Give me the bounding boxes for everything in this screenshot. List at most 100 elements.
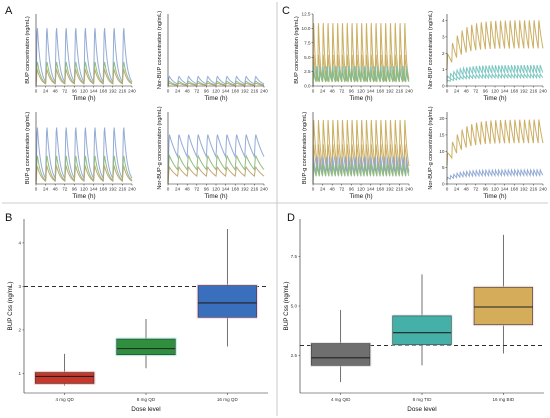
x-axis-title: Time (h) (204, 193, 227, 200)
y-tick-label: 20 (439, 116, 445, 121)
series-line-a4-2 (167, 165, 265, 185)
y-tick-label: 5.0 (304, 55, 311, 60)
x-tick-label: 192 (109, 89, 117, 94)
y-tick-label: 10.0 (302, 26, 311, 31)
x-tick-label: 0 (312, 187, 315, 192)
y-axis-title: BUP-g concentration (ng/mL) (25, 112, 31, 185)
y-tick-label: 4 (442, 18, 445, 23)
box-0 (311, 343, 371, 366)
panel-label-b: B (5, 212, 12, 224)
x-tick-label: 144 (367, 89, 375, 94)
x-tick-label: 216 (530, 187, 538, 192)
x-tick-label: 216 (119, 89, 127, 94)
x-tick-label: 240 (405, 187, 413, 192)
x-tick-label: 0 (35, 89, 38, 94)
chart-a3: 0 24 48 72 96 120 144 168 192 216 240 Time (h) BUP-g… (25, 112, 136, 200)
x-tick-label: 8 mg TID (413, 397, 432, 402)
x-tick-label: 96 (204, 89, 210, 94)
x-tick-label: 96 (204, 187, 210, 192)
x-tick-label: 192 (520, 187, 528, 192)
y-tick-label: 2.5 (291, 353, 298, 358)
y-tick-label: 2 (442, 51, 445, 56)
x-tick-label: 144 (90, 187, 98, 192)
x-tick-label: 0 (167, 187, 170, 192)
y-tick-label: 0.0 (304, 84, 311, 89)
x-tick-label: 216 (396, 187, 404, 192)
x-tick-label: 240 (539, 89, 547, 94)
x-tick-label: 0 (446, 89, 449, 94)
chart-a4: 0 24 48 72 96 120 144 168 192 216 240 Time (h) Nor-B… (157, 106, 268, 200)
x-tick-label: 168 (99, 89, 107, 94)
chart-c3: 0 24 48 72 96 120 144 168 192 216 240 Time (h) BUP-g… (302, 112, 413, 200)
y-tick-label: 0 (442, 182, 445, 187)
y-tick-label: 15 (439, 133, 445, 138)
panel-label-d: D (287, 212, 295, 224)
series-line-c4-1 (446, 168, 544, 181)
x-axis-title: Time (h) (483, 193, 506, 200)
y-tick-label: 2 (18, 328, 21, 333)
box-0 (35, 372, 95, 384)
x-tick-label: 168 (510, 187, 518, 192)
y-tick-label: 4 (18, 241, 21, 246)
x-tick-label: 192 (241, 89, 249, 94)
chart-b: 4 mg QD 8 mg QD 16 mg QD 1 2 3 4 Dose level BUP … (7, 219, 268, 413)
x-tick-label: 216 (530, 89, 538, 94)
x-tick-label: 216 (396, 89, 404, 94)
chart-d: 4 mg QID 8 mg TID 16 mg BID 2.5 5.0 7.5 Dose l… (283, 219, 544, 413)
panel-label-a: A (5, 5, 13, 17)
box-1 (392, 315, 452, 345)
chart-a2: 0 24 48 72 96 120 144 168 192 216 240 Time (h) Nor-B… (157, 11, 268, 102)
x-tick-label: 120 (80, 187, 88, 192)
x-tick-label: 120 (212, 89, 220, 94)
x-tick-label: 144 (222, 187, 230, 192)
x-tick-label: 168 (376, 187, 384, 192)
box-1 (116, 338, 176, 356)
x-tick-label: 24 (454, 187, 460, 192)
x-tick-label: 96 (349, 89, 355, 94)
x-axis-title: Time (h) (204, 95, 227, 102)
chart-a1: 0 24 48 72 96 120 144 168 192 216 240 Time (h) BUP c… (25, 14, 136, 102)
x-tick-label: 24 (454, 89, 460, 94)
series-line-a2-2 (167, 82, 265, 87)
x-tick-label: 144 (501, 187, 509, 192)
x-tick-label: 240 (128, 187, 136, 192)
x-tick-label: 168 (376, 89, 384, 94)
series-line-c2-0 (446, 20, 544, 70)
x-tick-label: 72 (62, 187, 68, 192)
y-axis-title: BUP Css (ng/mL) (283, 282, 290, 331)
x-tick-label: 48 (185, 89, 191, 94)
x-tick-label: 72 (194, 187, 200, 192)
x-tick-label: 8 mg QD (137, 397, 156, 402)
x-tick-label: 96 (72, 89, 78, 94)
x-axis-title: Time (h) (349, 193, 372, 200)
x-tick-label: 48 (185, 187, 191, 192)
x-tick-label: 96 (483, 187, 489, 192)
x-tick-label: 48 (464, 89, 470, 94)
x-tick-label: 48 (53, 187, 59, 192)
y-tick-label: 3 (442, 35, 445, 40)
y-tick-label: 3 (18, 284, 21, 289)
x-tick-label: 192 (386, 187, 394, 192)
y-tick-label: 5.0 (291, 304, 298, 309)
x-tick-label: 48 (464, 187, 470, 192)
x-tick-label: 120 (212, 187, 220, 192)
x-tick-label: 216 (251, 89, 259, 94)
x-tick-label: 240 (405, 89, 413, 94)
series-line-a3-2 (35, 164, 133, 185)
x-tick-label: 96 (483, 89, 489, 94)
x-tick-label: 16 mg BID (492, 397, 514, 402)
x-tick-label: 168 (231, 89, 239, 94)
x-tick-label: 24 (175, 89, 181, 94)
y-tick-label: 2.5 (304, 69, 311, 74)
x-tick-label: 216 (251, 187, 259, 192)
y-tick-label: 5 (442, 165, 445, 170)
x-tick-label: 72 (194, 89, 200, 94)
x-tick-label: 72 (339, 187, 345, 192)
x-tick-label: 240 (260, 187, 268, 192)
x-tick-label: 120 (80, 89, 88, 94)
x-tick-label: 120 (491, 89, 499, 94)
x-tick-label: 24 (320, 187, 326, 192)
x-tick-label: 0 (35, 187, 38, 192)
series-line-a4-0 (167, 134, 265, 185)
